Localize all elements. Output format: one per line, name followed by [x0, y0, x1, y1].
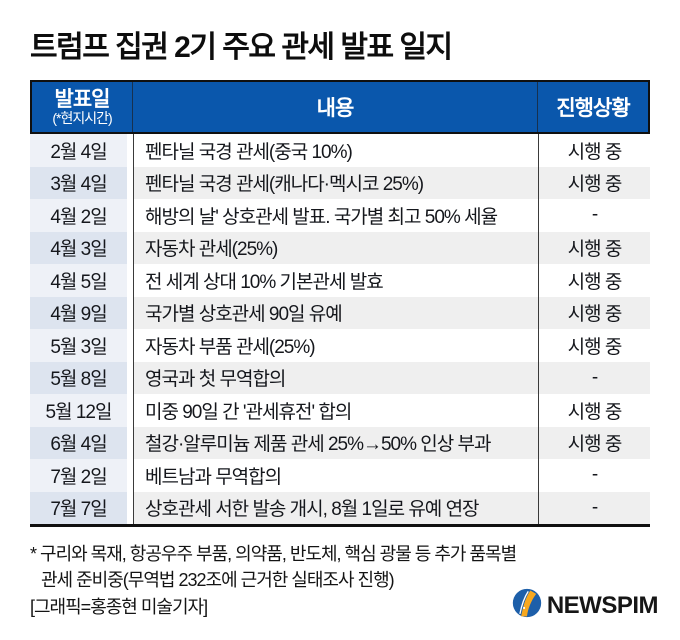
- date-cell: 5월 8일: [30, 361, 127, 394]
- status-cell: -: [538, 459, 650, 492]
- cell-gap: [127, 199, 133, 232]
- content-cell: 펜타닐 국경 관세(캐나다·멕시코 25%): [145, 174, 424, 196]
- date-cell: 5월 3일: [30, 329, 127, 362]
- column-header-date: 발표일 (*현지시간): [32, 82, 133, 132]
- column-header-date-label: 발표일: [54, 87, 111, 111]
- table-row: 3월 4일 펜타닐 국경 관세(캐나다·멕시코 25%) 시행 중: [30, 166, 650, 199]
- status-cell: 시행 중: [538, 394, 650, 427]
- date-cell: 3월 4일: [30, 166, 127, 199]
- status-cell: 시행 중: [538, 329, 650, 362]
- footnote-line1: * 구리와 목재, 항공우주 부품, 의약품, 반도체, 핵심 광물 등 추가 …: [30, 544, 517, 564]
- table-row: 5월 12일 미중 90일 간 '관세휴전' 합의 시행 중: [30, 394, 650, 427]
- cell-gap: [127, 426, 133, 459]
- date-cell: 7월 2일: [30, 459, 127, 492]
- content-cell: 자동차 관세(25%): [145, 239, 278, 261]
- tariff-table: 발표일 (*현지시간) 내용 진행상황 2월 4일 펜타닐 국경 관세(중국 1…: [30, 80, 650, 527]
- cell-gap: [127, 296, 133, 329]
- status-cell: 시행 중: [538, 166, 650, 199]
- status-cell: -: [538, 361, 650, 394]
- table-header-row: 발표일 (*현지시간) 내용 진행상황: [30, 80, 650, 134]
- content-cell: 철강·알루미늄 제품 관세 25%→50% 인상 부과: [145, 434, 492, 456]
- content-cell: 베트남과 무역합의: [145, 466, 282, 488]
- table-row: 4월 5일 전 세계 상대 10% 기본관세 발효 시행 중: [30, 264, 650, 297]
- content-cell: 해방의 날' 상호관세 발표. 국가별 최고 50% 세율: [145, 206, 498, 228]
- page-title: 트럼프 집권 2기 주요 관세 발표 일지: [30, 31, 453, 64]
- status-cell: 시행 중: [538, 296, 650, 329]
- status-cell: 시행 중: [538, 231, 650, 264]
- status-cell: -: [538, 199, 650, 232]
- table-body: 2월 4일 펜타닐 국경 관세(중국 10%) 시행 중 3월 4일 펜타닐 국경…: [30, 134, 650, 527]
- content-cell: 자동차 부품 관세(25%): [145, 336, 316, 358]
- cell-gap: [127, 134, 133, 167]
- content-cell: 영국과 첫 무역합의: [145, 369, 286, 391]
- date-cell: 4월 2일: [30, 199, 127, 232]
- column-header-content: 내용: [133, 82, 538, 132]
- footnote-line2: 관세 준비중(무역법 232조에 근거한 실태조사 진행): [41, 570, 395, 590]
- table-row: 7월 7일 상호관세 서한 발송 개시, 8월 1일로 유예 연장 -: [30, 491, 650, 524]
- date-cell: 4월 5일: [30, 264, 127, 297]
- column-header-date-sublabel: (*현지시간): [52, 109, 112, 126]
- table-row: 4월 9일 국가별 상호관세 90일 유예 시행 중: [30, 296, 650, 329]
- content-cell: 전 세계 상대 10% 기본관세 발효: [145, 271, 384, 293]
- date-cell: 5월 12일: [30, 394, 127, 427]
- graphic-credit: [그래픽=홍종현 미술기자]: [30, 597, 208, 617]
- cell-gap: [127, 394, 133, 427]
- cell-gap: [127, 459, 133, 492]
- cell-gap: [127, 329, 133, 362]
- cell-gap: [127, 166, 133, 199]
- table-row: 5월 3일 자동차 부품 관세(25%) 시행 중: [30, 329, 650, 362]
- content-cell: 미중 90일 간 '관세휴전' 합의: [145, 401, 352, 423]
- cell-gap: [127, 231, 133, 264]
- newspim-logo-text: NEWSPIM: [546, 591, 659, 619]
- cell-gap: [127, 491, 133, 524]
- status-cell: -: [538, 491, 650, 524]
- content-cell: 국가별 상호관세 90일 유예: [145, 304, 343, 326]
- table-row: 4월 2일 해방의 날' 상호관세 발표. 국가별 최고 50% 세율 -: [30, 199, 650, 232]
- date-cell: 6월 4일: [30, 426, 127, 459]
- newspim-logo-icon: [512, 588, 542, 623]
- date-cell: 4월 3일: [30, 231, 127, 264]
- table-row: 6월 4일 철강·알루미늄 제품 관세 25%→50% 인상 부과 시행 중: [30, 426, 650, 459]
- status-cell: 시행 중: [538, 134, 650, 167]
- table-row: 7월 2일 베트남과 무역합의 -: [30, 459, 650, 492]
- newspim-logo: NEWSPIM: [512, 588, 659, 623]
- date-cell: 7월 7일: [30, 491, 127, 524]
- cell-gap: [127, 361, 133, 394]
- status-cell: 시행 중: [538, 264, 650, 297]
- date-cell: 4월 9일: [30, 296, 127, 329]
- table-row: 5월 8일 영국과 첫 무역합의 -: [30, 361, 650, 394]
- content-cell: 상호관세 서한 발송 개시, 8월 1일로 유예 연장: [145, 499, 480, 521]
- footnote: * 구리와 목재, 항공우주 부품, 의약품, 반도체, 핵심 광물 등 추가 …: [30, 541, 517, 620]
- column-header-status: 진행상황: [556, 97, 630, 120]
- table-row: 4월 3일 자동차 관세(25%) 시행 중: [30, 231, 650, 264]
- content-cell: 펜타닐 국경 관세(중국 10%): [145, 141, 353, 163]
- table-row: 2월 4일 펜타닐 국경 관세(중국 10%) 시행 중: [30, 134, 650, 167]
- cell-gap: [127, 264, 133, 297]
- date-cell: 2월 4일: [30, 134, 127, 167]
- status-cell: 시행 중: [538, 426, 650, 459]
